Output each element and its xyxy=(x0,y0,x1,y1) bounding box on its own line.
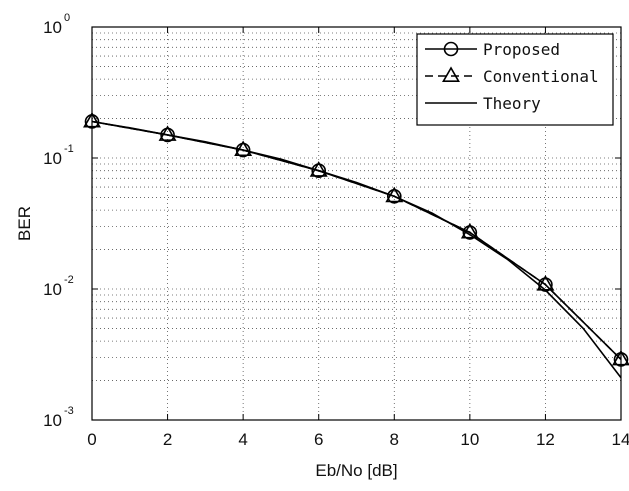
y-tick-label: 10 xyxy=(43,411,62,430)
legend-item: Proposed xyxy=(425,40,560,59)
legend-label: Proposed xyxy=(483,40,560,59)
y-tick-exponent: -3 xyxy=(64,405,74,417)
point-conventional xyxy=(460,222,479,239)
legend-item: Conventional xyxy=(425,66,599,86)
x-tick-label: 4 xyxy=(238,430,247,449)
x-axis-title: Eb/No [dB] xyxy=(315,461,397,480)
x-tick-label: 14 xyxy=(612,430,629,449)
y-tick-label: 10 xyxy=(43,18,62,37)
legend-label: Theory xyxy=(483,94,541,113)
plot-series xyxy=(83,111,629,379)
x-tick-label: 0 xyxy=(87,430,96,449)
x-tick-label: 10 xyxy=(460,430,479,449)
legend-item: Theory xyxy=(425,94,541,113)
x-tick-label: 8 xyxy=(390,430,399,449)
legend-marker-triangle xyxy=(442,66,460,82)
y-axis-title: BER xyxy=(15,206,34,241)
y-tick-exponent: 0 xyxy=(64,12,70,24)
series-line-theory xyxy=(91,120,622,379)
legend-marker-circle xyxy=(443,41,459,57)
series-line-conventional xyxy=(91,120,622,360)
series-line-proposed xyxy=(91,120,622,360)
legend: Proposed Conventional Theory xyxy=(416,33,614,126)
y-tick-label: 10 xyxy=(43,149,62,168)
plot-frame xyxy=(91,26,622,421)
x-tick-label: 2 xyxy=(163,430,172,449)
legend-label: Conventional xyxy=(483,67,599,86)
x-tick-label: 12 xyxy=(536,430,555,449)
y-tick-exponent: -2 xyxy=(64,274,74,286)
y-tick-exponent: -1 xyxy=(64,143,74,155)
x-tick-label: 6 xyxy=(314,430,323,449)
y-tick-label: 10 xyxy=(43,280,62,299)
